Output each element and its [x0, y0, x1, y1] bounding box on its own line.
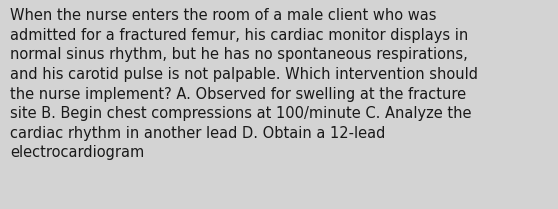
Text: When the nurse enters the room of a male client who was
admitted for a fractured: When the nurse enters the room of a male…: [10, 8, 478, 160]
